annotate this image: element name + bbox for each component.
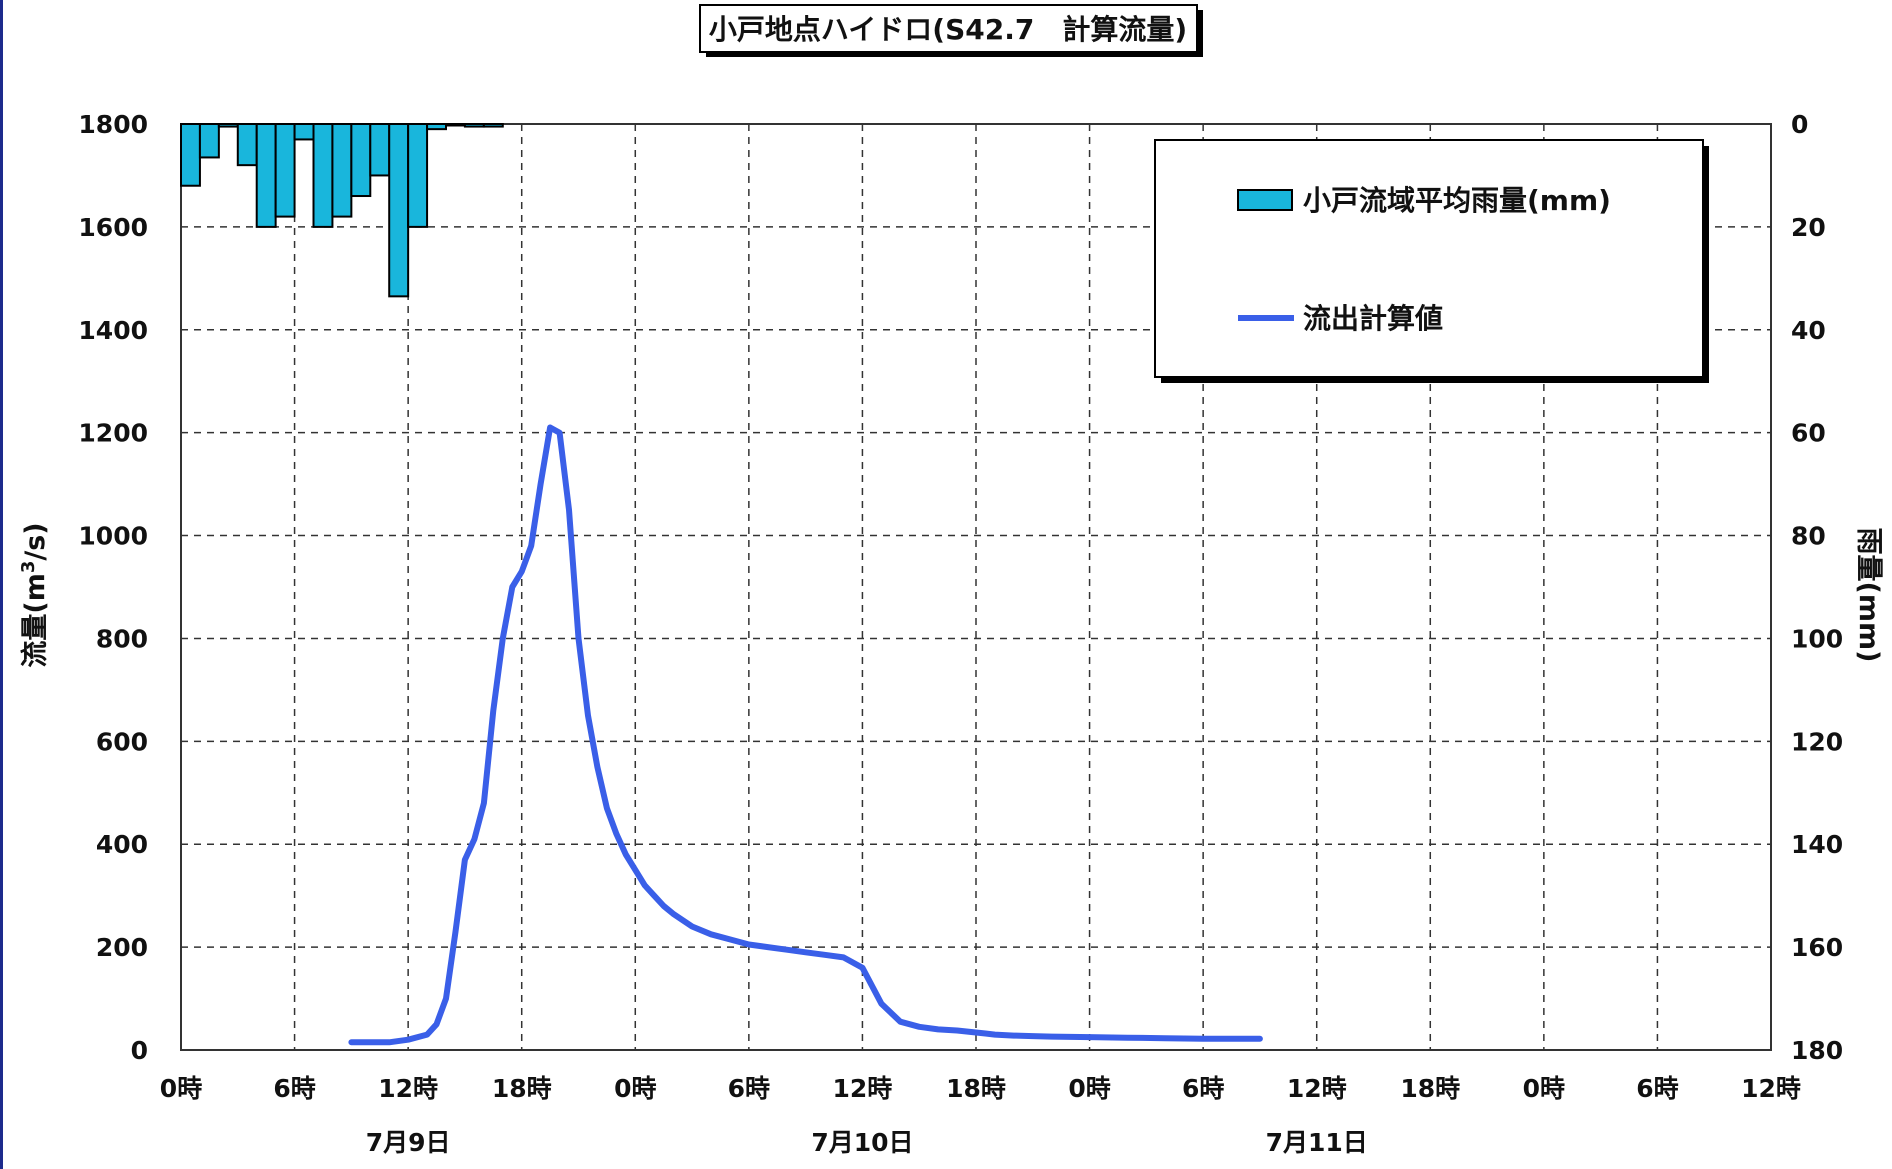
x-tick-label: 18時 <box>946 1074 1006 1103</box>
y2-tick-label: 20 <box>1791 213 1826 242</box>
x-tick-label: 6時 <box>728 1074 770 1103</box>
x-axis-ticks: 0時 6時 12時 18時 0時 6時 12時 18時 0時 6時 12時 18時 0時 6時 12時 <box>160 1074 1801 1103</box>
y2-tick-label: 0 <box>1791 110 1808 139</box>
discharge-line-group <box>348 424 1263 1046</box>
x-tick-label: 0時 <box>1523 1074 1565 1103</box>
x-tick-label: 6時 <box>273 1074 315 1103</box>
legend-rain-swatch <box>1237 189 1293 211</box>
y2-tick-label: 180 <box>1791 1036 1843 1065</box>
rain-bar <box>180 123 201 187</box>
y2-tick-label: 160 <box>1791 933 1843 962</box>
x-tick-label: 12時 <box>1741 1074 1801 1103</box>
rain-bar <box>482 123 504 128</box>
rain-bar <box>293 123 315 141</box>
rain-bar <box>236 123 258 167</box>
x-tick-label: 12時 <box>1287 1074 1347 1103</box>
legend: 小戸流域平均雨量(mm) 流出計算値 <box>1154 139 1709 383</box>
x-tick-label: 12時 <box>833 1074 893 1103</box>
rain-bar <box>426 123 448 131</box>
y2-tick-label: 60 <box>1791 419 1826 448</box>
y-tick-label: 200 <box>96 933 148 962</box>
y2-tick-label: 140 <box>1791 830 1843 859</box>
x-tick-label: 0時 <box>1068 1074 1110 1103</box>
chart-title-box: 小戸地点ハイドロ(S42.7 計算流量) <box>699 4 1203 57</box>
rain-bar <box>312 123 334 228</box>
y-tick-label: 1800 <box>78 110 148 139</box>
rain-bar <box>369 123 391 177</box>
rain-bar <box>445 123 466 127</box>
right-axis-ticks: 180 160 140 120 100 80 60 40 20 0 <box>1791 110 1843 1065</box>
rain-bar <box>198 123 220 159</box>
y2-axis-title: 雨量(mm) <box>1853 528 1884 663</box>
x-tick-label: 18時 <box>492 1074 552 1103</box>
y-axis-title: 流量(m3/s) <box>18 522 51 667</box>
y-tick-label: 1400 <box>78 316 148 345</box>
x-tick-label: 18時 <box>1400 1074 1460 1103</box>
y2-tick-label: 120 <box>1791 727 1843 756</box>
legend-flow-label: 流出計算値 <box>1303 302 1443 335</box>
y-tick-label: 400 <box>96 830 148 859</box>
rain-bar <box>217 123 239 128</box>
rain-bar <box>331 123 353 218</box>
y2-tick-label: 80 <box>1791 522 1826 551</box>
discharge-line <box>348 424 1263 1046</box>
left-axis-ticks: 0 200 400 600 800 1000 1200 1400 1600 1800 <box>78 110 148 1065</box>
x-tick-label: 12時 <box>378 1074 438 1103</box>
rain-bar <box>407 123 429 228</box>
y-tick-label: 800 <box>96 624 148 653</box>
gridlines <box>181 124 1771 1050</box>
y2-tick-label: 40 <box>1791 316 1826 345</box>
date-label: 7月10日 <box>811 1128 913 1157</box>
x-tick-label: 6時 <box>1182 1074 1224 1103</box>
rain-bar <box>274 123 296 218</box>
chart-title: 小戸地点ハイドロ(S42.7 計算流量) <box>709 13 1187 46</box>
y-tick-label: 1000 <box>78 522 148 551</box>
y2-tick-label: 100 <box>1791 624 1843 653</box>
rainfall-bars <box>180 123 504 298</box>
date-labels: 7月9日 7月10日 7月11日 <box>366 1128 1368 1157</box>
x-tick-label: 0時 <box>614 1074 656 1103</box>
y-tick-label: 0 <box>131 1036 148 1065</box>
y-tick-label: 1200 <box>78 419 148 448</box>
rain-bar <box>388 123 410 298</box>
legend-rain-label: 小戸流域平均雨量(mm) <box>1303 184 1611 217</box>
y-tick-label: 600 <box>96 727 148 756</box>
rain-bar <box>463 123 485 128</box>
x-tick-label: 6時 <box>1636 1074 1678 1103</box>
rain-bar <box>255 123 277 228</box>
left-edge-bar <box>0 0 3 1169</box>
y-tick-label: 1600 <box>78 213 148 242</box>
date-label: 7月9日 <box>366 1128 451 1157</box>
rain-bar <box>350 123 372 198</box>
date-label: 7月11日 <box>1266 1128 1368 1157</box>
x-tick-label: 0時 <box>160 1074 202 1103</box>
